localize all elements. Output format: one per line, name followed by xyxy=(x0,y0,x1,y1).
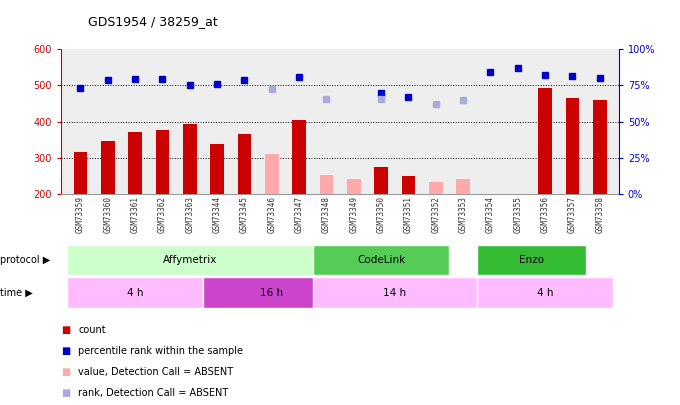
Bar xyxy=(374,167,388,194)
Text: 16 h: 16 h xyxy=(260,288,284,298)
Text: time ▶: time ▶ xyxy=(0,288,33,298)
Bar xyxy=(210,145,224,194)
Bar xyxy=(347,179,360,194)
Text: percentile rank within the sample: percentile rank within the sample xyxy=(78,346,243,356)
Bar xyxy=(73,153,87,194)
Bar xyxy=(203,277,340,308)
Bar xyxy=(128,132,142,194)
Text: 14 h: 14 h xyxy=(383,288,406,298)
Bar xyxy=(67,245,313,275)
Text: protocol ▶: protocol ▶ xyxy=(0,255,50,265)
Text: 4 h: 4 h xyxy=(126,288,143,298)
Bar xyxy=(313,245,449,275)
Text: rank, Detection Call = ABSENT: rank, Detection Call = ABSENT xyxy=(78,388,228,398)
Text: Affymetrix: Affymetrix xyxy=(163,255,217,265)
Bar xyxy=(456,179,470,194)
Text: ■: ■ xyxy=(61,325,71,335)
Text: value, Detection Call = ABSENT: value, Detection Call = ABSENT xyxy=(78,367,233,377)
Bar xyxy=(101,141,114,194)
Text: 4 h: 4 h xyxy=(537,288,554,298)
Bar xyxy=(320,175,333,194)
Text: ■: ■ xyxy=(61,388,71,398)
Text: ■: ■ xyxy=(61,367,71,377)
Text: Enzo: Enzo xyxy=(519,255,544,265)
Bar xyxy=(156,130,169,194)
Bar xyxy=(183,124,197,194)
Bar xyxy=(566,98,579,194)
Text: ■: ■ xyxy=(61,346,71,356)
Text: count: count xyxy=(78,325,106,335)
Text: CodeLink: CodeLink xyxy=(357,255,405,265)
Text: GDS1954 / 38259_at: GDS1954 / 38259_at xyxy=(88,15,218,28)
Bar xyxy=(401,176,415,194)
Bar xyxy=(67,277,203,308)
Bar xyxy=(237,134,251,194)
Bar xyxy=(477,245,586,275)
Bar xyxy=(292,120,306,194)
Bar xyxy=(538,87,552,194)
Bar xyxy=(477,277,613,308)
Bar xyxy=(593,100,607,194)
Bar xyxy=(429,182,443,194)
Bar xyxy=(265,154,279,194)
Bar xyxy=(313,277,477,308)
